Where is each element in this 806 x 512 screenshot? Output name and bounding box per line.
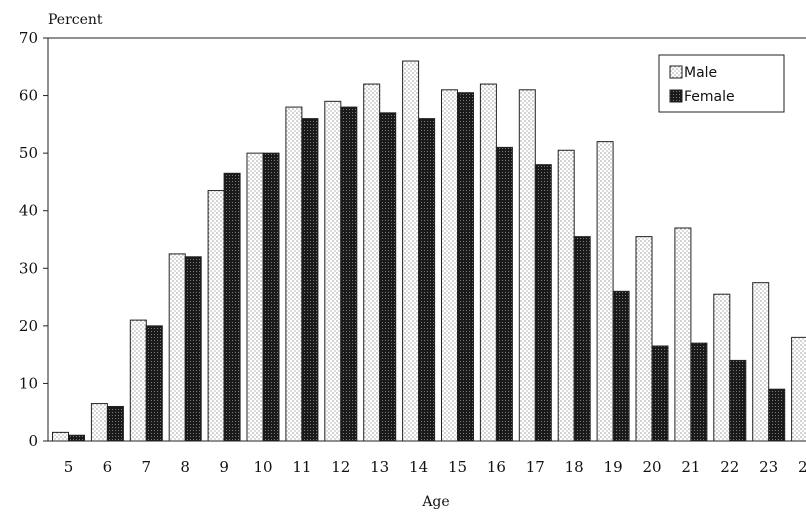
bar-female-20 [651,345,669,442]
y-tick-label: 30 [19,259,38,277]
x-tick-label: 5 [64,458,74,476]
y-tick-label: 60 [19,87,38,105]
bar-female-10 [262,152,280,442]
y-tick-label: 50 [19,144,38,162]
legend-label-female: Female [684,89,735,105]
x-tick-label: 20 [642,458,661,476]
x-tick-label: 18 [565,458,584,476]
bar-female-11 [301,118,319,442]
y-tick-label: 20 [19,317,38,335]
bar-male-16 [479,83,497,442]
bar-female-15 [457,92,474,442]
bar-male-15 [441,89,458,442]
bar-male-9 [207,190,225,442]
bar-male-11 [285,106,303,442]
bars [52,60,806,442]
bar-female-8 [184,256,202,442]
bar-male-14 [402,60,420,442]
x-tick-label: 8 [180,458,190,476]
x-axis: 5 6 7 8 9 10 11 12 13 14 15 16 17 18 19 20 21 22 23 24 [48,440,806,476]
legend-swatch-male [669,65,683,79]
bar-male-5 [52,431,69,442]
x-tick-label: 16 [487,458,506,476]
bar-female-12 [340,106,358,442]
y-tick-label: 40 [19,202,38,220]
x-tick-label: 7 [142,458,152,476]
x-tick-label: 11 [292,458,311,476]
x-tick-label: 15 [448,458,467,476]
bar-male-18 [557,149,575,442]
bar-female-17 [534,164,552,442]
bar-female-9 [223,172,241,442]
bar-female-7 [145,325,163,442]
x-tick-label: 21 [681,458,700,476]
y-tick-label: 70 [19,29,38,47]
bar-female-14 [418,118,436,442]
x-axis-title: Age [421,494,449,510]
bar-female-19 [612,290,630,442]
legend-swatch-female [669,89,683,103]
bar-male-10 [246,152,264,442]
bar-male-7 [129,319,147,442]
y-axis: 0 10 20 30 40 50 60 70 [19,29,806,450]
y-tick-label: 10 [19,374,38,392]
bar-female-5 [68,434,85,442]
bar-male-23 [752,282,770,442]
bar-male-20 [635,236,653,442]
bar-female-16 [495,146,513,442]
bar-female-6 [106,405,124,442]
x-tick-label: 23 [759,458,778,476]
x-tick-label: 22 [720,458,739,476]
bar-female-18 [573,236,591,442]
x-tick-label: 14 [409,458,428,476]
bar-male-13 [363,83,381,442]
bar-male-22 [713,293,731,442]
y-tick-label: 0 [28,432,38,450]
y-axis-title: Percent [48,12,103,28]
bar-male-17 [518,89,536,442]
bar-male-8 [168,253,186,442]
x-tick-label: 24 [798,458,806,476]
bar-female-21 [690,342,708,442]
x-tick-label: 9 [219,458,229,476]
legend: Male Female [658,54,785,113]
bar-male-24 [791,336,806,442]
bar-male-12 [324,100,342,442]
x-tick-label: 12 [331,458,350,476]
x-tick-label: 17 [526,458,545,476]
bar-female-22 [729,359,747,442]
x-tick-label: 6 [103,458,113,476]
bar-male-6 [90,403,108,442]
legend-label-male: Male [684,65,717,81]
x-tick-label: 19 [604,458,623,476]
bar-female-23 [768,388,786,442]
x-tick-label: 10 [253,458,272,476]
bar-male-21 [674,227,692,442]
bar-female-13 [379,112,397,442]
bar-male-19 [596,141,614,442]
x-tick-label: 13 [370,458,389,476]
